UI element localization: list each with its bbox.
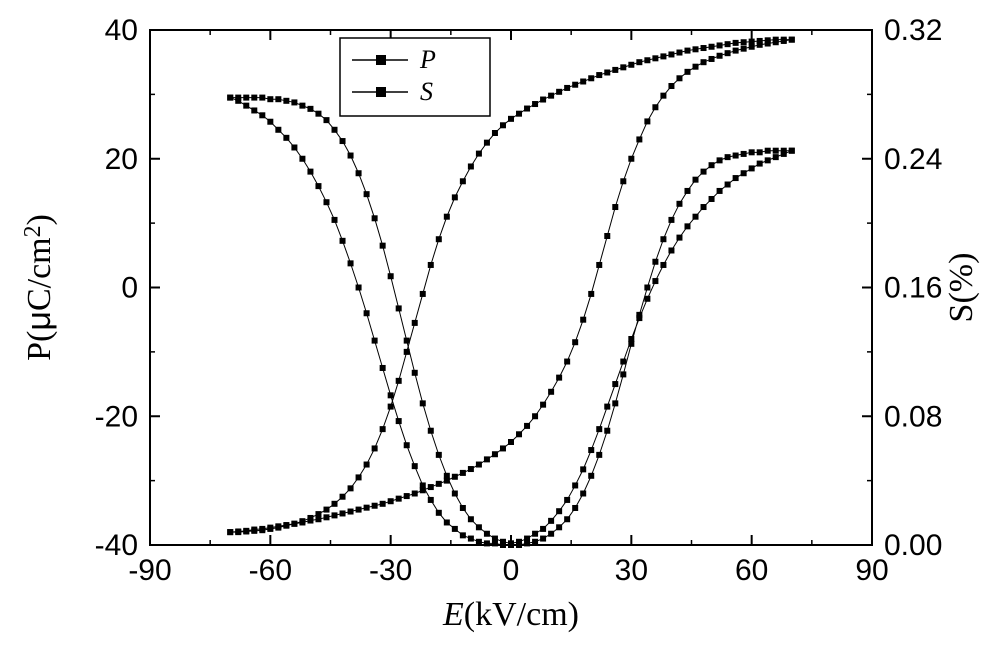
svg-text:0: 0 [121,272,138,305]
svg-text:P: P [419,45,436,74]
svg-text:0.08: 0.08 [884,400,942,433]
svg-text:30: 30 [615,554,648,587]
svg-text:0.24: 0.24 [884,143,942,176]
svg-text:-30: -30 [369,554,412,587]
svg-text:E(kV/cm): E(kV/cm) [442,596,579,633]
svg-text:0.32: 0.32 [884,14,942,47]
svg-text:S(%): S(%) [943,253,980,323]
svg-text:-20: -20 [95,400,138,433]
svg-text:S: S [420,77,433,106]
svg-text:0.00: 0.00 [884,529,942,562]
svg-text:-60: -60 [249,554,292,587]
svg-text:40: 40 [105,14,138,47]
chart-svg: -90-60-300306090-40-20020400.000.080.160… [0,0,1000,659]
svg-text:-40: -40 [95,529,138,562]
svg-text:0.16: 0.16 [884,272,942,305]
svg-text:0: 0 [503,554,520,587]
svg-text:60: 60 [735,554,768,587]
chart-container: -90-60-300306090-40-20020400.000.080.160… [0,0,1000,659]
svg-text:20: 20 [105,143,138,176]
